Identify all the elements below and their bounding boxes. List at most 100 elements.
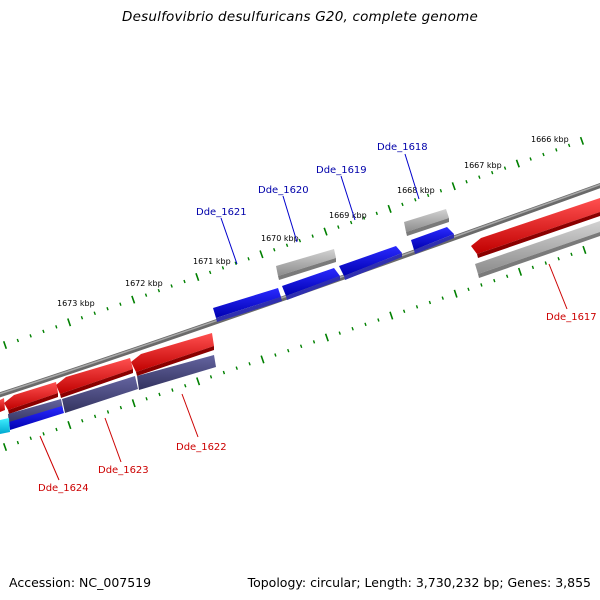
outer-scale-major-tick [515, 159, 520, 168]
gene-label-dde-1622[interactable]: Dde_1622 [176, 442, 227, 453]
inner-scale-minor-tick [531, 265, 535, 270]
inner-scale-minor-tick [544, 261, 547, 265]
feature-grey-2[interactable] [404, 209, 449, 232]
gene-label-dde-1620[interactable]: Dde_1620 [258, 185, 309, 196]
gene-label-dde-1618[interactable]: Dde_1618 [377, 142, 428, 153]
outer-scale-minor-tick [503, 166, 507, 170]
separator-1: ; [356, 575, 365, 590]
inner-scale-minor-tick [145, 397, 148, 401]
inner-scale-minor-tick [415, 305, 419, 309]
outer-scale-minor-tick [465, 179, 468, 184]
outer-scale-minor-tick [93, 311, 96, 316]
gene-label-dde-1619[interactable]: Dde_1619 [316, 165, 367, 176]
accession-label: Accession: [9, 575, 76, 590]
gene-label-dde-1621[interactable]: Dde_1621 [196, 207, 247, 218]
gene-left-edge-red[interactable] [0, 398, 5, 412]
outer-scale-minor-tick [478, 175, 481, 179]
gene-lower-left-blue[interactable] [9, 406, 64, 430]
gene-dde-1623-arrow[interactable] [56, 358, 133, 394]
gene-grey-right-arrow-side [478, 232, 600, 278]
scale-label-1671: 1671 kbp [193, 257, 231, 266]
outer-scale-major-tick [451, 182, 456, 191]
inner-scale-minor-tick [209, 375, 213, 379]
outer-scale-major-tick [579, 136, 585, 145]
gene-dde-1619-arrow[interactable] [339, 246, 402, 276]
gene-dde-1622-arrow[interactable] [131, 333, 214, 372]
inner-scale-major-tick [453, 289, 458, 298]
inner-scale-minor-tick [312, 340, 316, 344]
outer-scale-major-tick [323, 227, 328, 236]
separator-2: ; [499, 575, 508, 590]
outer-scale-minor-tick [273, 247, 276, 252]
gene-label-dde-1617[interactable]: Dde_1617 [546, 312, 597, 323]
inner-scale-minor-tick [119, 405, 123, 410]
leader-line-dde-1623 [104, 417, 122, 463]
outer-scale-minor-tick [491, 170, 494, 175]
outer-scale-minor-tick [29, 334, 32, 338]
inner-scale-minor-tick [274, 353, 277, 357]
inner-scale-major-tick [2, 442, 8, 452]
gene-grey-right-arrow[interactable] [475, 221, 600, 274]
leader-line-dde-1617 [548, 263, 568, 310]
accession-info: Accession: NC_007519 [9, 575, 151, 590]
gene-dde-1624-arrow[interactable] [4, 382, 58, 410]
outer-scale-minor-tick [285, 243, 289, 247]
genome-summary: Topology: circular; Length: 3,730,232 bp… [248, 575, 591, 590]
genes-label: Genes: [507, 575, 552, 590]
outer-scale-minor-tick [362, 216, 366, 220]
feature-purple-2[interactable] [62, 376, 138, 413]
outer-scale-minor-tick [349, 220, 353, 225]
inner-scale-minor-tick [106, 410, 110, 414]
outer-scale-minor-tick [106, 306, 109, 311]
feature-grey-1[interactable] [276, 249, 336, 276]
gene-dde-1617-arrow[interactable] [471, 198, 600, 254]
gene-dde-1618-arrow[interactable] [411, 227, 454, 250]
outer-scale-major-tick [131, 295, 136, 304]
scale-label-1673: 1673 kbp [57, 299, 95, 308]
inner-scale-minor-tick [16, 440, 20, 445]
inner-scale-minor-tick [299, 344, 303, 349]
gene-dde-1622-arrow-side [136, 346, 214, 376]
leader-line-dde-1622 [181, 393, 199, 438]
leader-line-dde-1619 [340, 175, 356, 221]
inner-scale-minor-tick [402, 309, 406, 313]
leader-line-dde-1620 [282, 195, 298, 243]
inner-scale-minor-tick [338, 331, 341, 335]
outer-scale-minor-tick [337, 225, 340, 229]
inner-scale-minor-tick [364, 322, 367, 327]
outer-scale-minor-tick [529, 157, 532, 161]
inner-scale-major-tick [67, 421, 72, 430]
leader-line-dde-1621 [220, 217, 238, 265]
inner-scale-major-tick [517, 267, 523, 276]
inner-scale-major-tick [260, 355, 265, 364]
inner-scale-major-tick [389, 311, 394, 320]
outer-scale-minor-tick [247, 257, 250, 261]
outer-scale-minor-tick [208, 270, 212, 275]
inner-scale-minor-tick [42, 432, 45, 436]
outer-scale-major-tick [2, 340, 8, 350]
feature-purple-1[interactable] [137, 355, 216, 390]
gene-dde-1620-arrow[interactable] [282, 268, 340, 296]
outer-scale-minor-tick [414, 198, 417, 202]
inner-scale-minor-tick [29, 436, 32, 441]
outer-scale-minor-tick [567, 143, 571, 148]
outer-scale-minor-tick [170, 284, 173, 288]
gene-label-dde-1623[interactable]: Dde_1623 [98, 465, 149, 476]
outer-scale-minor-tick [542, 152, 545, 157]
gene-label-dde-1624[interactable]: Dde_1624 [38, 483, 89, 494]
outer-scale-minor-tick [55, 325, 58, 329]
topology-label: Topology: [247, 575, 307, 590]
inner-scale-minor-tick [493, 278, 496, 283]
inner-scale-ticks [2, 245, 587, 452]
feature-purple-3[interactable] [8, 399, 63, 424]
gene-dde-1621-arrow[interactable] [213, 288, 281, 318]
length-value: 3,730,232 bp [415, 575, 500, 590]
outer-scale-minor-tick [144, 293, 148, 297]
inner-scale-minor-tick [428, 300, 432, 305]
inner-scale-major-tick [324, 333, 329, 342]
feature-cyan[interactable] [0, 418, 10, 434]
leader-line-dde-1618 [404, 153, 420, 200]
inner-scale-minor-tick [55, 427, 58, 432]
gene-dde-1617-arrow-side [477, 212, 600, 258]
